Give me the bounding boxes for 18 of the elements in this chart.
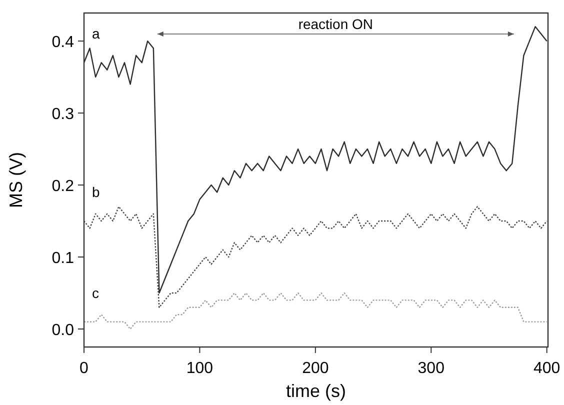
x-tick-label: 300 — [418, 360, 445, 377]
annotation: reaction ON — [298, 16, 374, 32]
x-axis-title: time (s) — [286, 381, 346, 401]
x-tick-label: 400 — [533, 360, 560, 377]
y-axis-title: MS (V) — [6, 152, 26, 208]
line-series — [83, 292, 548, 330]
y-tick-label: 0.3 — [52, 106, 74, 124]
series-label: c — [92, 284, 99, 301]
line-series — [83, 206, 548, 308]
x-tick-label: 200 — [302, 360, 329, 377]
series-label: b — [92, 184, 100, 200]
x-tick-label: 0 — [80, 360, 89, 377]
y-tick-label: 0.2 — [52, 178, 74, 196]
series-label: a — [92, 26, 100, 42]
y-tick-label: 0.0 — [52, 322, 74, 340]
y-tick-label: 0.4 — [52, 34, 74, 52]
y-tick-label: 0.1 — [52, 250, 74, 268]
x-tick-label: 100 — [186, 360, 214, 377]
